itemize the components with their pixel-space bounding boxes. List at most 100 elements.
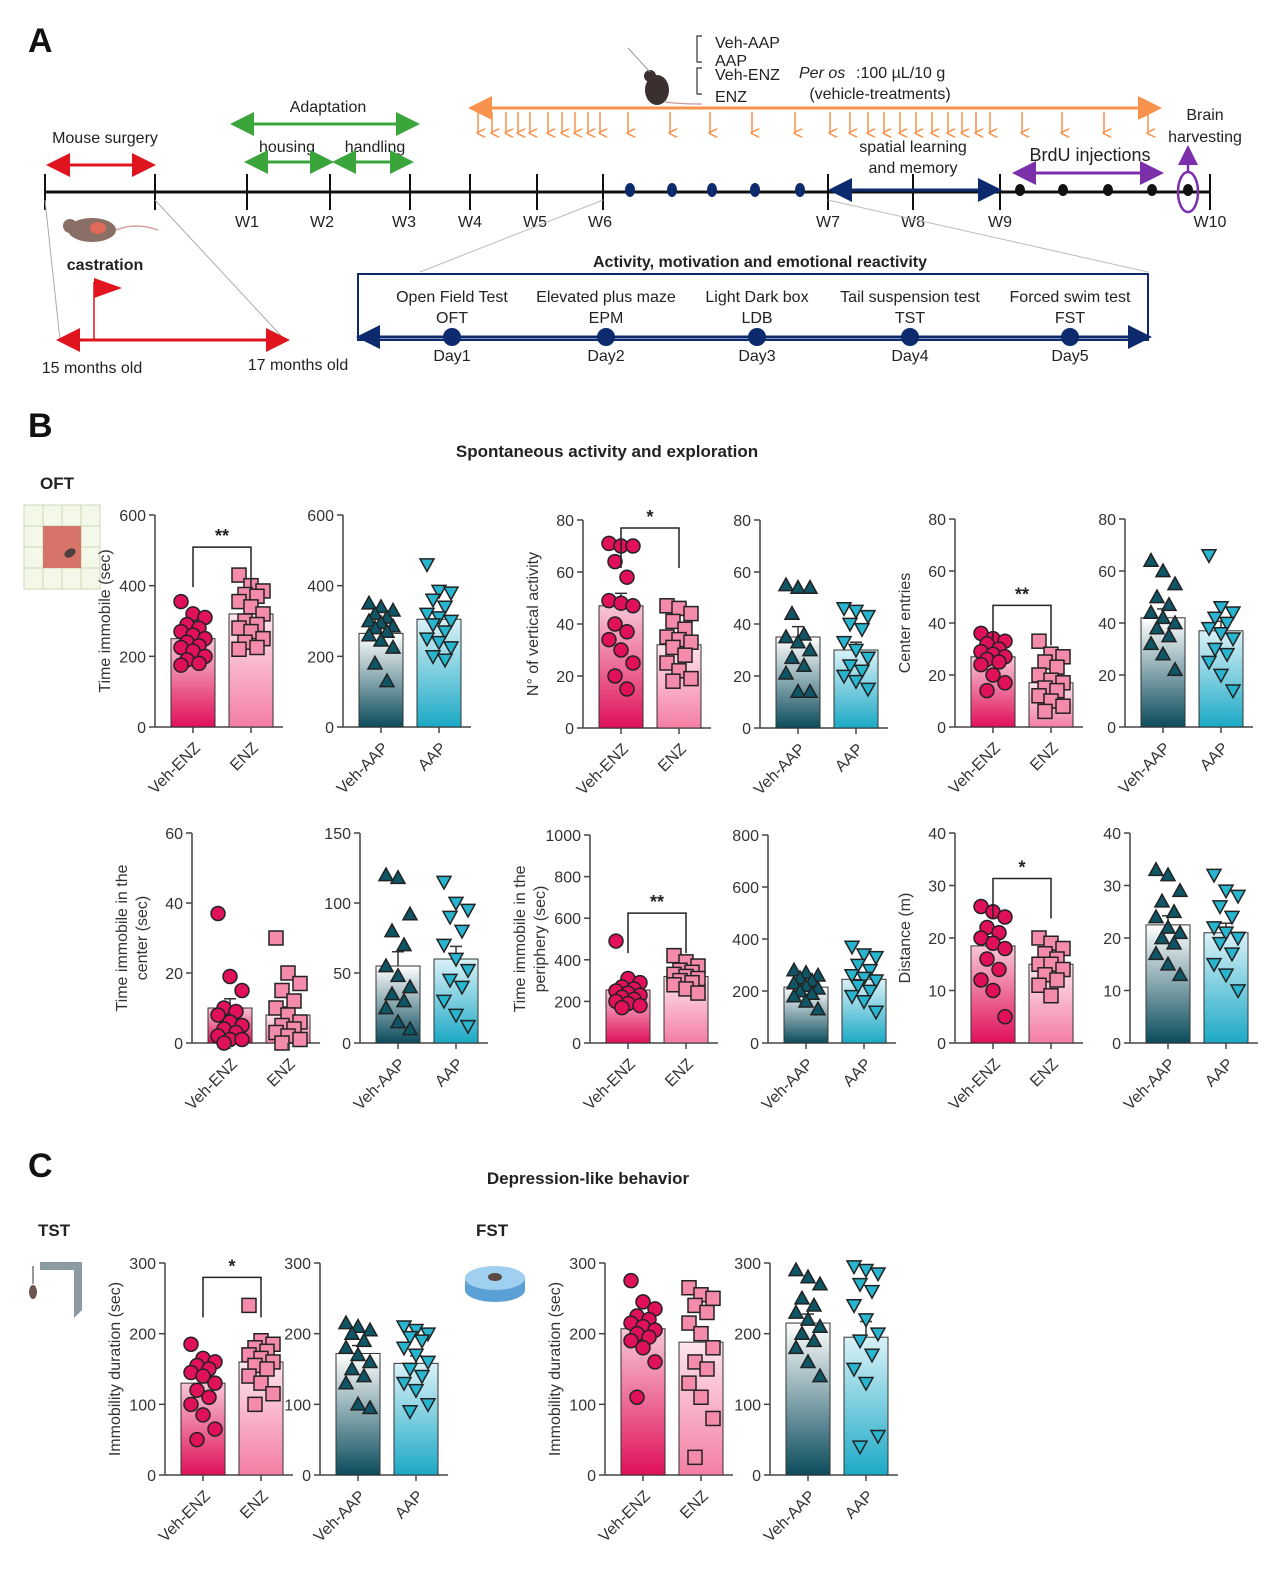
castration-label: castration: [67, 257, 143, 274]
x-tick-label: Veh-AAP: [334, 740, 392, 798]
data-point: [847, 674, 865, 690]
data-point: [349, 1318, 367, 1333]
y-tick-label: 300: [569, 1256, 596, 1273]
data-point: [607, 616, 623, 632]
data-point: [607, 668, 623, 684]
group-label: Veh-AAP: [715, 35, 780, 52]
y-tick-label: 0: [572, 1036, 581, 1053]
data-point: [1212, 627, 1230, 642]
week-label: W6: [588, 214, 612, 231]
data-point: [1159, 866, 1177, 882]
x-tick-label: AAP: [842, 1488, 877, 1523]
flag-icon: [94, 278, 122, 298]
panel-label-b: B: [28, 407, 53, 445]
data-point: [1142, 552, 1160, 567]
data-point: [677, 647, 693, 663]
data-point: [395, 1341, 413, 1357]
data-point: [419, 1327, 437, 1343]
data-point: [705, 1290, 721, 1307]
data-point: [436, 625, 454, 641]
data-point: [608, 933, 624, 949]
y-tick-label: 80: [1098, 512, 1116, 529]
data-point: [343, 1360, 361, 1376]
data-point: [459, 1019, 477, 1035]
x-tick-label: Veh-AAP: [311, 1488, 369, 1546]
adaptation-label: Adaptation: [290, 99, 367, 116]
data-point: [407, 1348, 425, 1364]
bar: [843, 1336, 889, 1476]
data-point: [360, 626, 378, 642]
y-tick-label: 50: [333, 966, 351, 983]
data-point: [665, 613, 681, 630]
y-tick-label: 20: [165, 966, 183, 983]
data-point: [841, 617, 859, 633]
brain-label: Brain: [1186, 107, 1223, 124]
data-point: [435, 994, 453, 1010]
data-point: [1147, 945, 1165, 961]
data-point: [659, 655, 675, 671]
data-point: [418, 607, 436, 623]
y-tick-label: 300: [284, 1256, 311, 1273]
y-tick-label: 150: [324, 826, 351, 843]
test-day-dot: [707, 183, 717, 197]
data-point: [783, 649, 801, 665]
test-day: Day4: [891, 348, 928, 365]
y-tick-label: 0: [1112, 1036, 1121, 1053]
data-point: [1160, 627, 1178, 643]
data-point: [436, 600, 454, 616]
data-point: [207, 1421, 223, 1437]
data-point: [1165, 903, 1183, 919]
y-tick-label: 0: [742, 721, 751, 738]
data-point: [424, 649, 442, 665]
data-point: [777, 628, 795, 644]
data-point: [1160, 596, 1178, 612]
test-day: Day2: [587, 348, 624, 365]
y-axis-label: Time immobile in the: [114, 864, 131, 1011]
data-point: [401, 1020, 419, 1036]
x-tick-label: Veh-AAP: [1116, 740, 1174, 798]
data-point: [183, 1336, 199, 1353]
brdu-dot: [1058, 184, 1068, 196]
panel-label-c: C: [28, 1147, 53, 1185]
age-start-label: 15 months old: [42, 360, 143, 377]
y-tick-label: 600: [307, 508, 334, 525]
test-day-dot: [597, 328, 615, 346]
y-tick-label: 200: [129, 1327, 156, 1344]
mouse-icon: [627, 47, 703, 105]
data-point: [1147, 861, 1165, 877]
data-point: [395, 992, 413, 1008]
y-tick-label: 600: [119, 508, 146, 525]
y-tick-label: 200: [554, 994, 581, 1011]
y-tick-label: 0: [1107, 720, 1116, 737]
x-tick-label: Veh-AAP: [751, 741, 809, 799]
spatial-label: and memory: [869, 160, 958, 177]
data-point: [861, 963, 879, 979]
significance-label: **: [1015, 584, 1029, 604]
bar-pair: 0 50 100 150 Veh-AAP AAP: [324, 826, 488, 1114]
data-point: [459, 903, 477, 919]
data-point: [1229, 931, 1247, 947]
data-point: [442, 614, 460, 630]
x-tick-label: ENZ: [227, 740, 262, 775]
data-point: [843, 940, 861, 956]
data-point: [241, 1297, 257, 1314]
y-tick-label: 200: [284, 1327, 311, 1344]
data-point: [1211, 936, 1229, 952]
data-point: [389, 1013, 407, 1029]
x-tick-label: AAP: [415, 740, 450, 775]
swim-tank-icon: [465, 1266, 525, 1302]
data-point: [869, 1327, 887, 1343]
data-point: [280, 965, 296, 981]
data-point: [867, 974, 885, 990]
data-point: [274, 1035, 290, 1051]
data-point: [845, 1299, 863, 1314]
y-tick-label: 600: [732, 880, 759, 897]
data-point: [805, 1332, 823, 1348]
bar-pair: 0 10 20 30 40 Veh-ENZ ENZ *: [928, 826, 1083, 1114]
y-tick-label: 0: [342, 1036, 351, 1053]
y-tick-label: 10: [928, 984, 946, 1001]
data-point: [783, 605, 801, 620]
y-tick-label: 400: [554, 953, 581, 970]
data-point: [377, 957, 395, 973]
